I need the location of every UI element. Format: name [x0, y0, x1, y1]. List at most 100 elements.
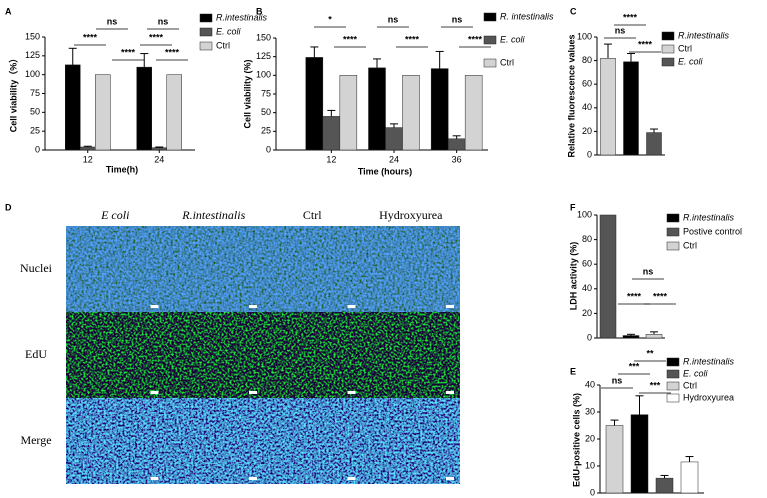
column-label: R.intestinalis [181, 208, 245, 222]
legend-swatch [483, 12, 497, 22]
scale-bar [347, 391, 356, 394]
panel-label: C [570, 6, 577, 16]
legend-swatch [199, 41, 213, 51]
micrograph [361, 398, 460, 484]
bar [151, 147, 167, 151]
y-tick-label: 100 [256, 70, 271, 80]
scale-bar [446, 477, 454, 480]
legend-swatch [661, 57, 675, 67]
legend-label: R.intestinalis [216, 12, 268, 22]
y-tick-label: 150 [25, 31, 40, 41]
panel-label: A [5, 6, 12, 16]
bar [645, 334, 663, 339]
legend-label: Ctrl [683, 380, 697, 390]
bar [646, 132, 662, 156]
micrograph [263, 398, 362, 484]
y-tick-label: 125 [256, 51, 271, 61]
bar [622, 335, 640, 339]
y-axis-label: Relative fluorescence values [566, 34, 576, 157]
bar [464, 75, 483, 151]
legend-label: R.intestinalis [683, 212, 735, 222]
legend-label: E. coli [678, 56, 704, 66]
y-tick-label: 0 [587, 332, 592, 342]
y-tick-label: 0 [266, 144, 271, 154]
legend-label: R. intestinalis [500, 11, 554, 21]
micrograph [263, 312, 362, 398]
row-label: Nuclei [20, 261, 53, 275]
bar [605, 425, 624, 494]
legend-swatch [666, 227, 680, 237]
y-tick-label: 150 [256, 32, 271, 42]
x-tick-label: 24 [389, 154, 399, 164]
legend-label: R.intestinalis [678, 30, 730, 40]
y-tick-label: 75 [30, 88, 40, 98]
bar [95, 74, 111, 151]
y-tick-label: 60 [582, 79, 592, 89]
significance-label: **** [638, 39, 653, 49]
scale-bar [446, 305, 454, 308]
y-tick-label: 0 [590, 487, 595, 497]
significance-label: ns [388, 14, 399, 24]
bar [600, 57, 616, 156]
significance-label: **** [653, 291, 668, 301]
scale-bar [150, 477, 159, 480]
y-tick-label: 20 [585, 433, 595, 443]
x-axis-label: Time (hours) [358, 166, 412, 176]
bar [80, 146, 96, 151]
bar [136, 66, 152, 151]
significance-label: **** [121, 47, 136, 57]
x-tick-label: 12 [326, 154, 336, 164]
column-label: E coli [100, 208, 129, 222]
micrograph [66, 398, 165, 484]
legend-swatch [666, 241, 680, 251]
bar [680, 461, 699, 494]
bar [385, 127, 403, 151]
y-tick-label: 75 [261, 88, 271, 98]
bar [655, 477, 674, 494]
panel-label: B [256, 6, 263, 16]
significance-label: ns [452, 14, 463, 24]
legend-swatch [666, 381, 680, 391]
legend-swatch [661, 44, 675, 54]
legend-swatch [483, 35, 497, 45]
micrograph [361, 312, 460, 398]
legend-label: Postive control [683, 226, 742, 236]
significance-label: **** [405, 34, 420, 44]
y-tick-label: 0 [35, 144, 40, 154]
x-tick-label: 12 [83, 154, 93, 164]
micrograph [164, 312, 263, 398]
y-tick-label: 100 [577, 31, 592, 41]
micrograph [361, 226, 460, 312]
legend-swatch [661, 31, 675, 41]
legend-swatch [483, 58, 497, 68]
significance-label: **** [165, 47, 180, 57]
micrograph [66, 312, 165, 398]
scale-bar [249, 305, 257, 308]
y-tick-label: 30 [585, 406, 595, 416]
bar [339, 75, 358, 151]
legend-label: R.intestinalis [683, 356, 735, 366]
y-tick-label: 25 [30, 126, 40, 136]
micrograph [164, 226, 263, 312]
y-tick-label: 100 [25, 69, 40, 79]
scale-bar [249, 477, 257, 480]
y-tick-label: 20 [582, 308, 592, 318]
significance-label: * [328, 14, 332, 24]
legend-swatch [666, 357, 680, 367]
significance-label: **** [149, 32, 164, 42]
scale-bar [150, 305, 159, 308]
legend-label: E. coli [216, 26, 242, 36]
bar [623, 61, 639, 156]
legend-label: E. coli [683, 368, 709, 378]
micrograph [66, 226, 165, 312]
x-axis-label: Time(h) [106, 164, 138, 174]
significance-label: **** [343, 34, 358, 44]
bar [599, 214, 617, 339]
legend-label: Hydroxyurea [683, 392, 734, 402]
significance-label: *** [629, 361, 640, 371]
micrograph [263, 226, 362, 312]
significance-label: ns [612, 375, 623, 385]
y-axis-label: Cell viability（%） [8, 54, 18, 133]
row-label: Merge [20, 433, 51, 447]
